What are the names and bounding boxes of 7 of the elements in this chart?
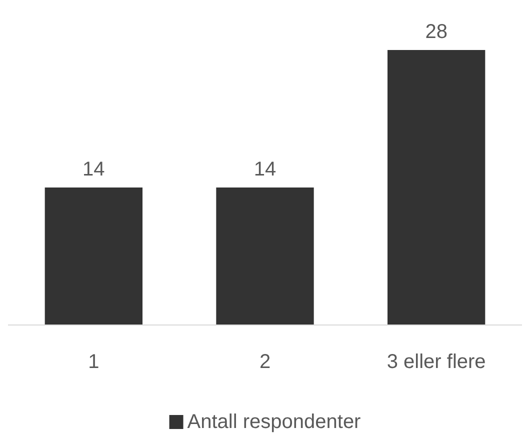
data-label: 14 xyxy=(254,158,276,180)
x-tick-label: 1 xyxy=(88,351,100,373)
data-label: 28 xyxy=(425,21,448,43)
x-tick-label: 2 xyxy=(259,351,271,373)
data-label: 14 xyxy=(82,158,105,180)
x-tick-label: 3 eller flere xyxy=(386,351,486,373)
legend-label: Antall respondenter xyxy=(187,411,362,433)
